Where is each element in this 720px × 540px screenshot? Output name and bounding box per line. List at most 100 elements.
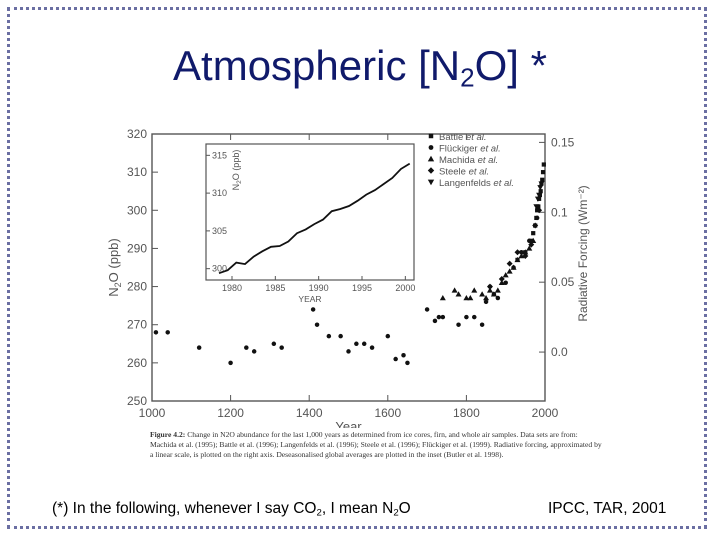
- inset-y-tick-label: 310: [212, 188, 227, 198]
- legend-etal: et al.: [469, 167, 490, 178]
- data-point-diamond: [522, 253, 529, 260]
- slide-title: Atmospheric [N2O] *: [0, 42, 720, 94]
- footnote: (*) In the following, whenever I say CO 2…: [52, 500, 411, 518]
- legend-name: Machida: [439, 155, 478, 166]
- legend-label: Steele et al.: [439, 167, 489, 178]
- inset-x-tick-label: 2000: [395, 283, 415, 293]
- data-point-circle: [310, 307, 316, 312]
- title-text: Atmospheric [N: [173, 42, 461, 89]
- data-point-circle: [165, 330, 170, 335]
- data-point-triangle: [439, 295, 446, 301]
- data-point-square: [531, 231, 536, 236]
- slide-frame: [7, 7, 707, 529]
- x-tick-label: 1800: [453, 406, 480, 420]
- data-point-triangle: [502, 272, 509, 278]
- footnote-subscript-2: 2: [393, 507, 399, 519]
- y2-tick-label: 0.05: [551, 275, 575, 289]
- data-point-square: [533, 223, 538, 228]
- title-subscript: 2: [460, 62, 475, 93]
- footnote-text: (*) In the following, whenever I say CO: [52, 500, 317, 517]
- x-tick-label: 1600: [374, 406, 401, 420]
- data-point-circle: [503, 280, 508, 286]
- data-point-triangle: [494, 287, 501, 293]
- data-point-triangle: [471, 287, 478, 293]
- data-point-square: [534, 215, 539, 221]
- x-tick-label: 2000: [532, 406, 559, 420]
- data-point-circle: [369, 345, 375, 350]
- data-point-circle: [228, 360, 233, 366]
- inset-x-tick-label: 1990: [309, 283, 329, 293]
- data-point-circle: [338, 333, 343, 339]
- data-point-circle: [519, 249, 524, 255]
- data-point-diamond: [486, 283, 493, 290]
- legend-etal: et al.: [466, 132, 487, 143]
- data-point-triangle: [526, 245, 533, 251]
- y-tick-label: 310: [127, 165, 147, 179]
- data-point-triangle: [463, 295, 470, 301]
- figure-caption: Figure 4.2: Change in N2O abundance for …: [150, 430, 605, 460]
- data-point-circle: [440, 314, 446, 320]
- caption-figure-label: Figure 4.2:: [150, 430, 186, 439]
- data-point-circle: [361, 341, 367, 347]
- y-axis-label: N2O (ppb): [106, 238, 123, 296]
- y-tick-label: 320: [127, 127, 147, 141]
- data-point-diamond: [514, 249, 521, 256]
- data-point-circle: [251, 349, 257, 354]
- data-point-circle: [424, 307, 430, 312]
- data-point-circle: [405, 360, 410, 366]
- footnote-text-end: O: [398, 500, 411, 517]
- data-point-triangle: [451, 287, 458, 293]
- legend-marker-circle: [428, 145, 434, 150]
- data-point-triangle: [498, 279, 505, 286]
- data-point-square: [537, 192, 542, 198]
- data-point-triangle: [483, 295, 490, 301]
- data-point-circle: [472, 314, 477, 320]
- legend-label: Flückiger et al.: [439, 144, 501, 155]
- data-point-triangle: [510, 264, 517, 270]
- data-point-square: [540, 170, 546, 175]
- data-point-square: [538, 189, 543, 194]
- legend-etal: et al.: [480, 144, 501, 155]
- y-tick-label: 250: [127, 394, 147, 408]
- inset-series-line: [218, 162, 411, 275]
- legend-label: Langenfelds et al.: [439, 178, 514, 189]
- legend-marker-square: [428, 133, 434, 139]
- legend-label: Battle et al.: [439, 132, 487, 143]
- data-point-circle: [464, 314, 469, 320]
- inset-y-label-sub: 2: [236, 180, 243, 184]
- inset-y-tick-label: 305: [212, 226, 227, 236]
- y-tick-label: 290: [127, 241, 147, 255]
- data-point-circle: [393, 356, 398, 362]
- data-point-circle: [326, 333, 332, 339]
- data-point-circle: [153, 330, 159, 335]
- data-point-circle: [385, 333, 391, 339]
- data-point-square: [529, 238, 534, 243]
- data-point-circle: [436, 314, 442, 320]
- legend-etal: et al.: [478, 155, 499, 166]
- legend-name: Steele: [439, 167, 469, 178]
- data-point-circle: [495, 295, 501, 301]
- legend-name: Langenfelds: [439, 178, 493, 189]
- data-point-square: [535, 208, 540, 213]
- data-point-triangle: [486, 287, 493, 293]
- plot-frame: [151, 133, 546, 402]
- data-point-triangle: [455, 291, 462, 297]
- data-point-circle: [456, 322, 461, 327]
- y-tick-label: 300: [127, 203, 147, 217]
- legend-name: Flückiger: [439, 144, 480, 155]
- data-point-square: [523, 250, 528, 255]
- x-tick-label: 1200: [217, 406, 244, 420]
- data-point-circle: [346, 349, 351, 354]
- data-point-square: [540, 177, 545, 182]
- y-axis-label-text: N: [106, 287, 121, 296]
- legend-marker-triangle-down: [427, 179, 435, 186]
- inset-x-axis-label: YEAR: [298, 294, 321, 304]
- data-point-triangle: [479, 291, 486, 297]
- data-point-circle: [314, 322, 320, 327]
- source-credit: IPCC, TAR, 2001: [548, 500, 667, 517]
- inset-x-tick-label: 1980: [222, 283, 242, 293]
- data-point-diamond: [506, 260, 513, 267]
- data-point-triangle: [518, 253, 525, 259]
- data-point-circle: [196, 345, 202, 350]
- data-point-circle: [479, 322, 485, 327]
